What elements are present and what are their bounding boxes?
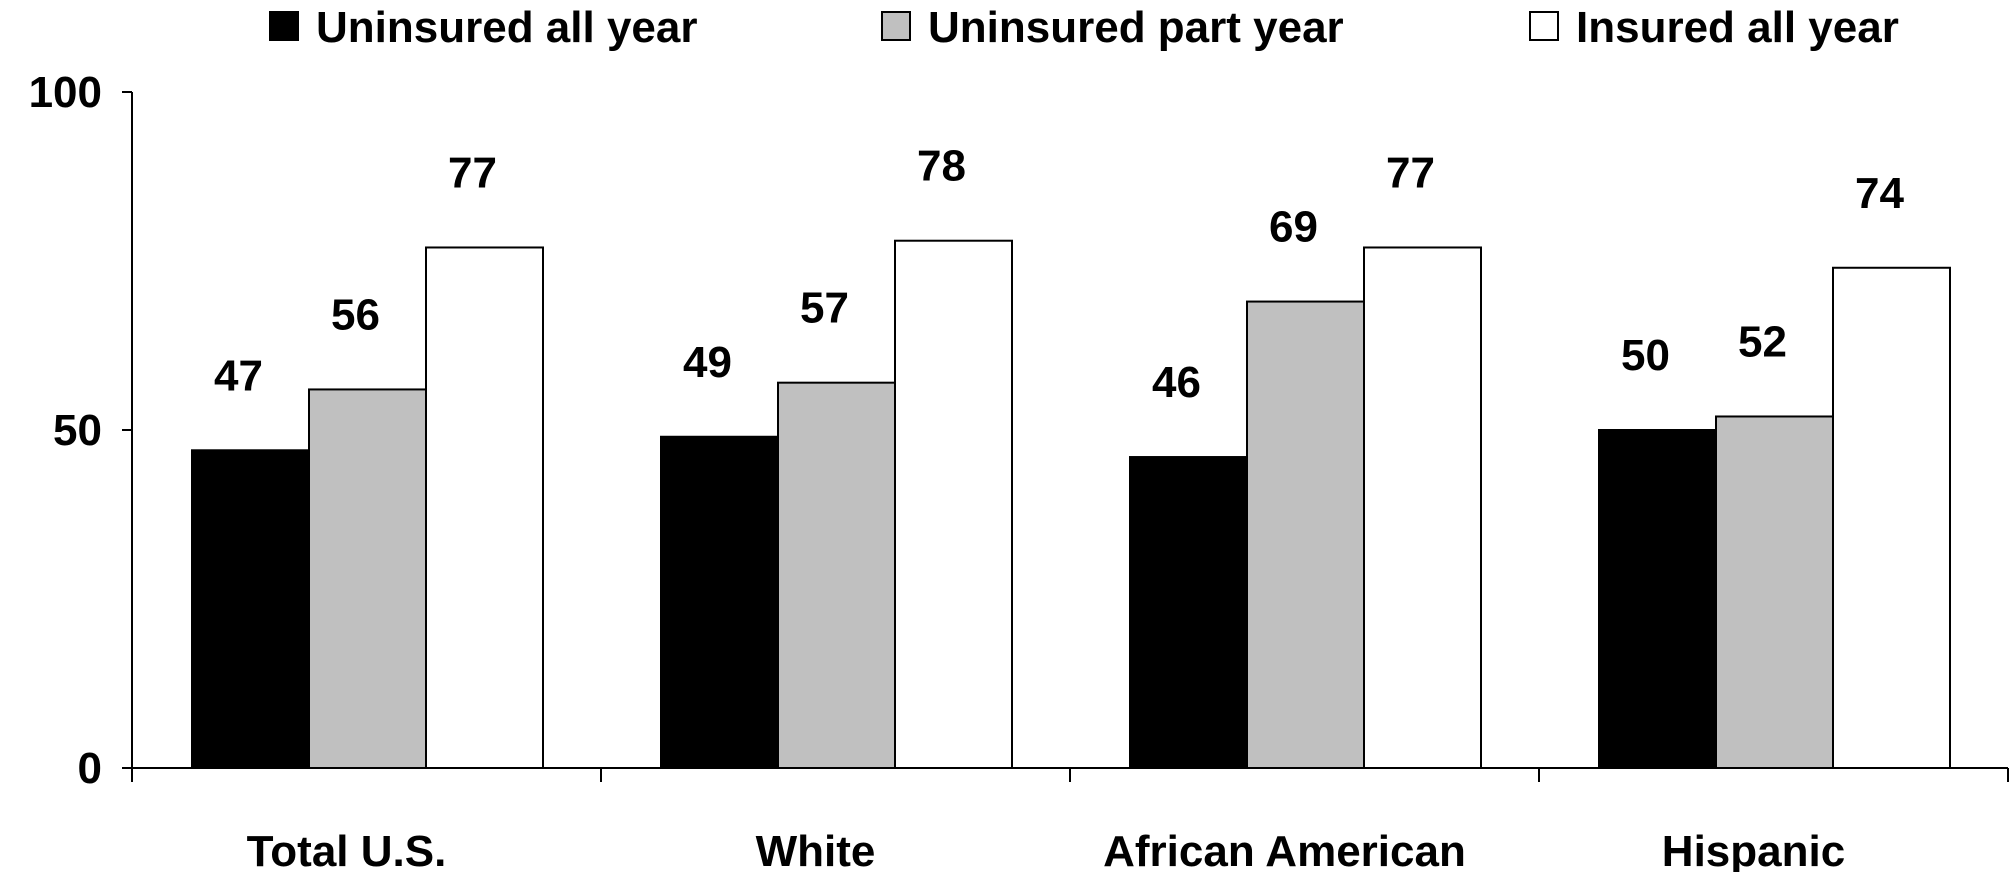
bar-value-label: 50 [1621,331,1670,380]
bar [425,246,544,770]
bar-value-label: 52 [1738,317,1787,366]
bar-value-label: 74 [1855,169,1904,218]
chart-bars [191,239,1951,770]
bar [777,381,896,769]
chart-legend: Uninsured all year Uninsured part year Ins… [269,3,1899,52]
legend-swatch [1529,11,1559,41]
x-category-label: African American [1103,827,1466,872]
legend-swatch [881,11,911,41]
chart-category-labels: Total U.S. White African American Hispanic [247,827,1846,872]
bar-value-label: 77 [448,148,497,197]
x-category-label: White [756,827,876,872]
bar-value-label: 47 [214,351,263,400]
bar-value-label: 69 [1269,203,1318,252]
bar [1246,300,1365,769]
x-category-label: Total U.S. [247,827,447,872]
legend-swatch [269,11,299,41]
legend-label: Uninsured part year [928,3,1344,52]
bar-value-label: 77 [1386,148,1435,197]
bar [308,388,427,769]
bar [1832,266,1951,769]
legend-label: Uninsured all year [316,3,697,52]
bar-value-label: 56 [331,290,380,339]
x-category-label: Hispanic [1662,827,1845,872]
bar [1598,429,1717,769]
bar [1129,456,1248,769]
y-tick-label: 50 [53,406,102,455]
bar [1715,415,1834,769]
legend-label: Insured all year [1576,3,1899,52]
bar-value-label: 78 [917,142,966,191]
bar [1363,246,1482,770]
bar-value-label: 49 [683,338,732,387]
bar [894,239,1013,770]
y-tick-label: 100 [29,68,102,117]
y-tick-label: 0 [78,744,102,793]
bar [660,435,779,769]
bar [191,449,310,769]
bar-value-label: 46 [1152,358,1201,407]
chart-data-labels: 47 56 77 49 57 78 46 69 77 50 52 74 [214,142,1904,407]
bar-value-label: 57 [800,284,849,333]
